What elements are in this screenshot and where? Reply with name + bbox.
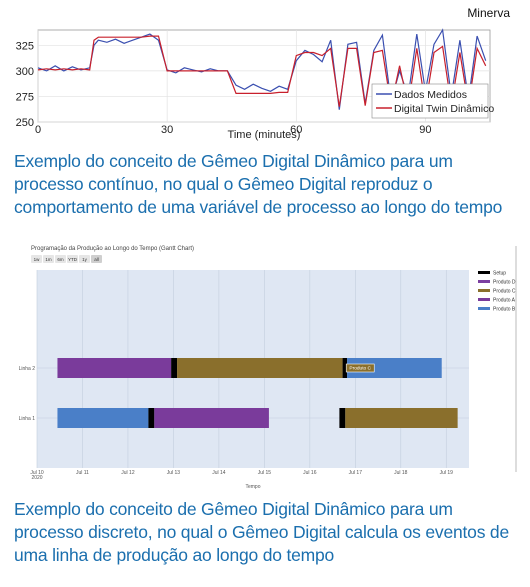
gantt-bar-produto-c[interactable] [177,358,343,378]
row-label: Linha 2 [19,366,36,372]
legend-swatch [478,271,490,274]
range-button-all[interactable] [91,255,102,263]
brand-label: Minerva [467,6,510,20]
gantt-bar-setup[interactable] [342,358,348,378]
x-tick-label: Jul 17 [349,470,363,476]
gantt-bar-produto-a[interactable] [57,358,172,378]
range-button-1w[interactable] [31,255,42,263]
legend-label: Dados Medidos [394,89,467,101]
hover-tooltip [345,363,375,373]
gantt-bar-produto-d[interactable] [154,408,269,428]
gantt-bar-produto-b[interactable] [57,408,149,428]
gantt-bar-produto-c[interactable] [347,358,442,378]
gantt-chart: Programação da Produção ao Longo do Temp… [19,246,517,490]
caption-top: Exemplo do conceito de Gêmeo Digital Din… [14,151,503,217]
range-button-label: 1y [82,257,88,262]
x-tick-label: Jul 10 [30,470,44,476]
range-button-label: all [94,257,99,262]
x-tick-label: 2020 [31,475,42,481]
legend-swatch [478,289,490,292]
x-tick-label: Jul 12 [121,470,135,476]
y-tick-label: 325 [16,40,34,52]
legend-label: Digital Twin Dinâmico [394,103,494,115]
range-button-1m[interactable] [43,255,54,263]
legend-box [371,83,489,119]
range-button-ytd[interactable] [67,255,78,263]
row-label: Linha 1 [19,416,36,422]
gantt-title: Programação da Produção ao Longo do Temp… [31,246,194,252]
gantt-bar-setup[interactable] [148,408,155,428]
legend-label: Produto A [493,298,516,304]
y-tick-label: 250 [16,117,34,129]
x-tick-label: Jul 13 [167,470,181,476]
legend-swatch [478,298,490,301]
line-chart: 250 275 300 325 0 30 60 90 Dados Medidos Digita… [16,28,494,141]
y-tick-label: 275 [16,91,34,103]
hover-tooltip-label: Produto C [349,366,371,372]
x-tick-label: 30 [161,124,173,136]
legend-label: Produto C [493,289,516,295]
legend-swatch [478,307,490,310]
line-chart-xlabel: Time (minutes) [228,129,301,141]
range-button-label: YTD [68,257,78,262]
gantt-bar-setup[interactable] [171,358,178,378]
legend-swatch [478,280,490,283]
legend-label: Setup [493,271,506,277]
x-tick-label: Jul 11 [76,470,89,476]
range-button-label: 1m [45,257,52,262]
range-button-1y[interactable] [79,255,90,263]
x-tick-label: 60 [290,124,302,136]
legend-label: Produto D [493,280,516,286]
x-tick-label: Jul 16 [303,470,317,476]
gantt-bar-produto-c[interactable] [345,408,458,428]
x-tick-label: Jul 19 [440,470,454,476]
y-tick-label: 300 [16,66,34,78]
x-tick-label: Jul 14 [212,470,226,476]
x-tick-label: 0 [35,124,41,136]
x-tick-label: Jul 15 [258,470,272,476]
legend-label: Produto B [493,307,516,313]
gantt-xlabel: Tempo [245,484,260,490]
caption-bottom: Exemplo do conceito de Gêmeo Digital Din… [14,499,509,565]
gantt-bar-setup[interactable] [339,408,346,428]
range-button-label: 6m [57,257,64,262]
x-tick-label: Jul 18 [394,470,408,476]
range-button-label: 1w [34,257,41,262]
range-button-6m[interactable] [55,255,66,263]
x-tick-label: 90 [419,124,431,136]
